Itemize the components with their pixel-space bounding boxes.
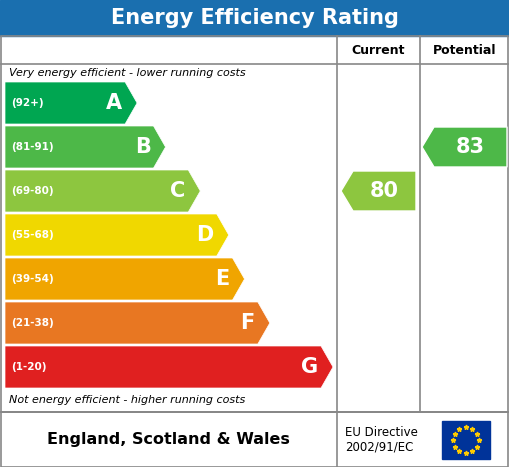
Text: B: B: [135, 137, 151, 157]
Text: (69-80): (69-80): [11, 186, 53, 196]
Polygon shape: [422, 127, 507, 167]
Text: 83: 83: [456, 137, 485, 157]
Text: F: F: [241, 313, 255, 333]
Bar: [1, 412, 508, 467]
Text: Energy Efficiency Rating: Energy Efficiency Rating: [110, 8, 399, 28]
Text: Potential: Potential: [433, 43, 496, 57]
Text: Current: Current: [352, 43, 405, 57]
Bar: [442, 421, 490, 459]
Polygon shape: [5, 258, 244, 300]
Polygon shape: [5, 346, 333, 388]
Polygon shape: [5, 214, 229, 256]
Bar: [0, 0, 509, 36]
Text: (39-54): (39-54): [11, 274, 54, 284]
Text: 80: 80: [370, 181, 399, 201]
Polygon shape: [5, 82, 137, 124]
Polygon shape: [5, 126, 165, 168]
Text: D: D: [196, 225, 214, 245]
Text: (92+): (92+): [11, 98, 44, 108]
Text: England, Scotland & Wales: England, Scotland & Wales: [47, 432, 290, 447]
Text: Very energy efficient - lower running costs: Very energy efficient - lower running co…: [9, 68, 246, 78]
Polygon shape: [5, 302, 270, 344]
Text: Not energy efficient - higher running costs: Not energy efficient - higher running co…: [9, 395, 245, 405]
Text: (81-91): (81-91): [11, 142, 53, 152]
Text: E: E: [215, 269, 230, 289]
Text: (21-38): (21-38): [11, 318, 54, 328]
Bar: [1, 36, 508, 412]
Polygon shape: [5, 170, 200, 212]
Text: G: G: [301, 357, 318, 377]
Text: C: C: [170, 181, 185, 201]
Text: (1-20): (1-20): [11, 362, 46, 372]
Text: A: A: [106, 93, 122, 113]
Polygon shape: [341, 171, 416, 211]
Text: EU Directive
2002/91/EC: EU Directive 2002/91/EC: [345, 425, 418, 453]
Text: (55-68): (55-68): [11, 230, 54, 240]
